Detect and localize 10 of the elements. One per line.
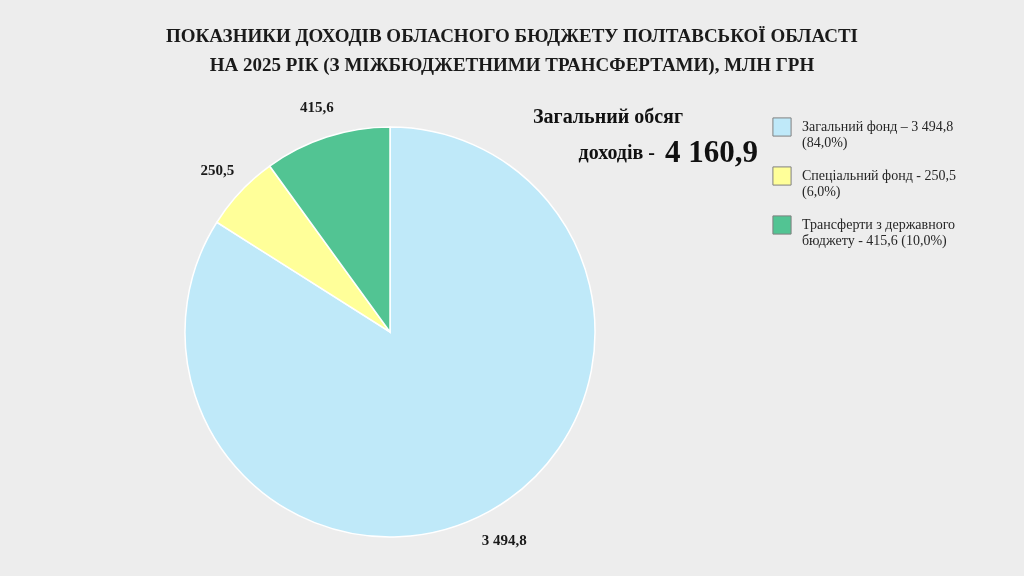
legend-label: Загальний фонд – 3 494,8 (84,0%) — [802, 119, 954, 151]
text: 4 160,9 — [665, 134, 758, 169]
data-label: 3 494,8 — [481, 531, 527, 548]
data-label: 250,5 — [200, 161, 235, 178]
chart-title: ПОКАЗНИКИ ДОХОДІВ ОБЛАСНОГО БЮДЖЕТУ ПОЛТАВСЬКОЇ ОБЛАСТІ НА 2025 РІК (З МІЖБЮДЖЕТНИМИ ТРАНСФЕРТАМИ), МЛН ГРН — [166, 25, 858, 76]
text: доходів - — [578, 141, 655, 163]
data-label: 415,6 — [299, 98, 335, 115]
text: Загальний обсяг — [533, 105, 683, 127]
legend-label: Трансферти з державного бюджету - 415,6 (10,0%) — [802, 217, 956, 249]
legend-label: Спеціальний фонд - 250,5 (6,0%) — [802, 168, 956, 200]
